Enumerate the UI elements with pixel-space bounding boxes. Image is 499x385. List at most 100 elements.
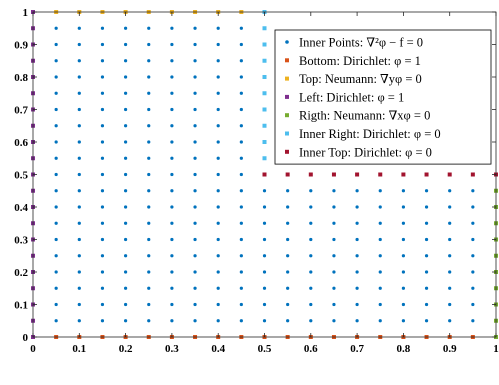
data-point (55, 157, 58, 160)
data-point (309, 303, 312, 306)
data-point (263, 319, 266, 322)
data-point (124, 124, 127, 127)
data-point (402, 287, 405, 290)
data-point (124, 173, 127, 176)
data-point (425, 222, 428, 225)
data-point (240, 254, 243, 257)
data-point (425, 189, 428, 192)
data-point (147, 124, 150, 127)
data-point (263, 108, 267, 112)
data-point (147, 157, 150, 160)
data-point (101, 189, 104, 192)
data-point (101, 319, 104, 322)
data-point (78, 319, 81, 322)
x-tick-label: 0.2 (119, 343, 133, 355)
legend-label: Rigth: Neumann: ∇xφ = 0 (299, 109, 430, 123)
data-point (379, 319, 382, 322)
data-point (286, 303, 289, 306)
data-point (124, 75, 127, 78)
data-point (55, 205, 58, 208)
data-point (55, 27, 58, 30)
data-point (193, 319, 196, 322)
x-tick-label: 1 (493, 343, 499, 355)
data-point (471, 319, 474, 322)
data-point (101, 303, 104, 306)
data-point (147, 75, 150, 78)
data-point (309, 189, 312, 192)
data-point (286, 270, 289, 273)
data-point (309, 319, 312, 322)
x-tick-label: 0.8 (397, 343, 411, 355)
data-point (471, 205, 474, 208)
data-point (217, 92, 220, 95)
y-tick-label: 0.5 (14, 170, 28, 182)
data-point (78, 254, 81, 257)
data-point (425, 287, 428, 290)
data-point (448, 238, 451, 241)
legend-label: Top: Neumann: ∇yφ = 0 (299, 72, 422, 86)
data-point (217, 303, 220, 306)
data-point (78, 189, 81, 192)
data-point (240, 205, 243, 208)
data-point (193, 140, 196, 143)
data-point (147, 303, 150, 306)
data-point (170, 222, 173, 225)
data-point (78, 173, 81, 176)
data-point (471, 254, 474, 257)
data-point (170, 173, 173, 176)
data-point (425, 205, 428, 208)
data-point (55, 59, 58, 62)
data-point (193, 287, 196, 290)
data-point (147, 254, 150, 257)
legend-entry: Rigth: Neumann: ∇xφ = 0 (285, 109, 430, 123)
legend-marker (285, 113, 289, 117)
data-point (193, 43, 196, 46)
data-point (379, 287, 382, 290)
data-point (78, 27, 81, 30)
data-point (170, 27, 173, 30)
data-point (425, 270, 428, 273)
data-point (425, 173, 429, 177)
data-point (78, 108, 81, 111)
data-point (78, 287, 81, 290)
data-point (193, 222, 196, 225)
x-tick-label: 0.5 (258, 343, 272, 355)
data-point (101, 254, 104, 257)
data-point (286, 238, 289, 241)
x-tick-label: 0.3 (165, 343, 179, 355)
data-point (217, 43, 220, 46)
data-point (147, 173, 150, 176)
data-point (101, 205, 104, 208)
legend-marker (285, 132, 289, 136)
data-point (471, 173, 475, 177)
data-point (193, 157, 196, 160)
x-tick-label: 0.4 (211, 343, 225, 355)
data-point (425, 254, 428, 257)
data-point (193, 173, 196, 176)
data-point (240, 173, 243, 176)
data-point (263, 303, 266, 306)
data-point (217, 254, 220, 257)
data-point (240, 303, 243, 306)
data-point (217, 173, 220, 176)
data-point (356, 222, 359, 225)
data-point (379, 303, 382, 306)
data-point (425, 303, 428, 306)
data-point (124, 254, 127, 257)
data-point (170, 140, 173, 143)
data-point (193, 108, 196, 111)
data-point (55, 254, 58, 257)
data-point (124, 319, 127, 322)
data-point (356, 189, 359, 192)
legend-marker (285, 58, 289, 62)
legend-label: Left: Dirichlet: φ = 1 (299, 90, 404, 104)
data-point (170, 238, 173, 241)
data-point (471, 287, 474, 290)
data-point (170, 205, 173, 208)
data-point (286, 205, 289, 208)
data-point (170, 189, 173, 192)
data-point (240, 124, 243, 127)
data-point (55, 189, 58, 192)
x-tick-label: 0.7 (350, 343, 364, 355)
